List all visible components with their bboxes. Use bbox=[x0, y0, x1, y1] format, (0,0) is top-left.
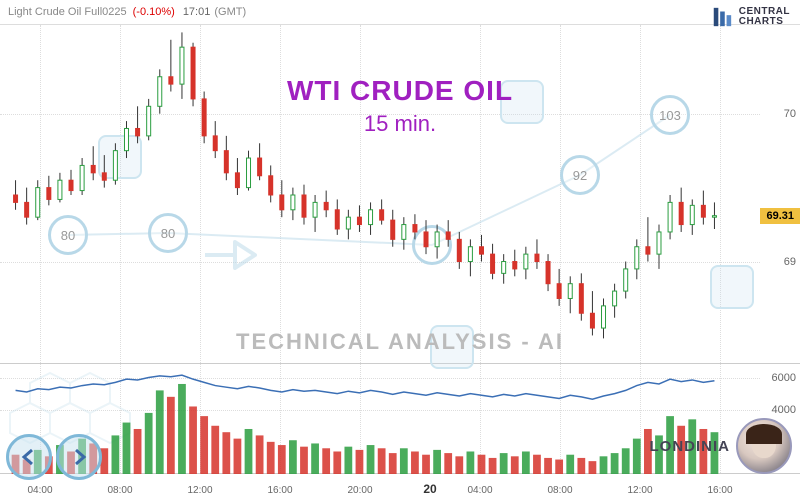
x-tick-label: 20:00 bbox=[347, 485, 372, 496]
timezone-label: (GMT) bbox=[214, 6, 246, 18]
centralcharts-logo: CENTRAL CHARTS bbox=[711, 6, 790, 28]
x-tick-label: 08:00 bbox=[547, 485, 572, 496]
last-update-time: 17:01 bbox=[183, 6, 211, 18]
volume-bars bbox=[0, 364, 760, 474]
brand-name: LONDINIA bbox=[650, 438, 731, 455]
chart-header: Light Crude Oil Full0225 (-0.10%) 17:01 … bbox=[0, 0, 800, 24]
vol-y-tick: 6000 bbox=[772, 372, 796, 384]
price-chart[interactable]: WTI CRUDE OIL 15 min. TECHNICAL ANALYSIS… bbox=[0, 24, 800, 364]
logo-text: CENTRAL CHARTS bbox=[739, 7, 790, 27]
last-price-tag: 69.31 bbox=[760, 208, 800, 224]
avatar-icon bbox=[736, 418, 792, 474]
x-tick-label: 04:00 bbox=[27, 485, 52, 496]
x-tick-label: 16:00 bbox=[267, 485, 292, 496]
y-tick-label: 69 bbox=[784, 256, 796, 268]
nav-next-button[interactable] bbox=[56, 434, 102, 480]
price-change-pct: (-0.10%) bbox=[133, 6, 175, 18]
vol-y-tick: 4000 bbox=[772, 404, 796, 416]
day-marker: 20 bbox=[423, 482, 436, 496]
arrow-right-icon bbox=[67, 445, 91, 469]
instrument-name: Light Crude Oil Full0225 bbox=[8, 6, 127, 18]
brand-corner: LONDINIA bbox=[650, 418, 793, 474]
x-tick-label: 08:00 bbox=[107, 485, 132, 496]
nav-prev-button[interactable] bbox=[6, 434, 52, 480]
x-tick-label: 12:00 bbox=[627, 485, 652, 496]
x-tick-label: 16:00 bbox=[707, 485, 732, 496]
arrow-left-icon bbox=[17, 445, 41, 469]
logo-mark-icon bbox=[711, 6, 733, 28]
y-tick-label: 70 bbox=[784, 108, 796, 120]
nav-controls bbox=[6, 434, 102, 480]
candlestick-series bbox=[0, 25, 760, 365]
x-tick-label: 04:00 bbox=[467, 485, 492, 496]
x-tick-label: 12:00 bbox=[187, 485, 212, 496]
time-axis: 04:00 08:00 12:00 16:00 20:00 04:00 08:00 12:00… bbox=[0, 474, 800, 500]
